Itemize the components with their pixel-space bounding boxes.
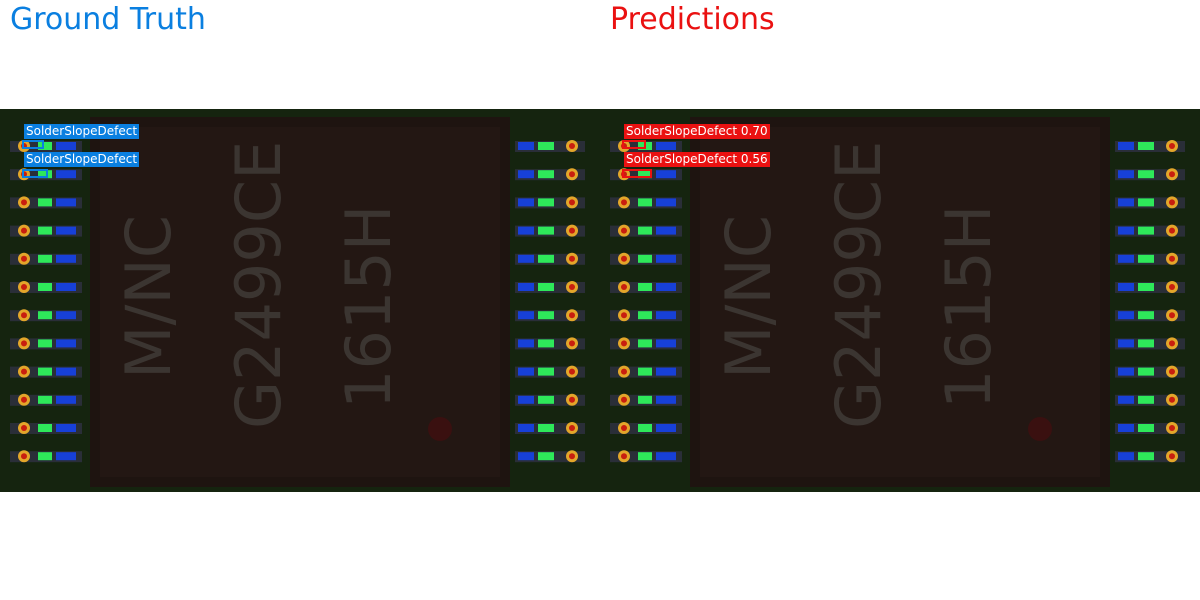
gt-tag-label: SolderSlopeDefect <box>26 152 138 166</box>
pred-box <box>622 169 652 178</box>
pred-tag-score: 0.56 <box>740 152 768 166</box>
chip-marking: M/NC <box>712 215 785 379</box>
gt-box <box>22 140 44 149</box>
ground-truth-panel: M/NC G2499CE 1615H SolderSlopeDefect Solde… <box>0 109 600 492</box>
predictions-title: Predictions <box>610 2 775 37</box>
gt-tag: SolderSlopeDefect <box>24 152 140 167</box>
gt-tag: SolderSlopeDefect <box>24 124 140 139</box>
chip-marking: 1615H <box>932 205 1005 409</box>
gt-box <box>22 169 48 178</box>
pred-tag-score: 0.70 <box>740 124 768 138</box>
pcb-image: M/NC G2499CE 1615H <box>600 109 1200 492</box>
chip-marking: M/NC <box>112 215 185 379</box>
pred-tag: SolderSlopeDefect 0.70 <box>624 124 770 139</box>
chip-marking: 1615H <box>332 205 405 409</box>
pred-tag-label: SolderSlopeDefect <box>626 124 738 138</box>
pred-tag-label: SolderSlopeDefect <box>626 152 738 166</box>
gt-tag-label: SolderSlopeDefect <box>26 124 138 138</box>
chip-marking: G2499CE <box>222 141 295 429</box>
pred-box <box>622 140 646 149</box>
pcb-image: M/NC G2499CE 1615H <box>0 109 600 492</box>
pred-tag: SolderSlopeDefect 0.56 <box>624 152 770 167</box>
predictions-panel: M/NC G2499CE 1615H SolderSlopeDefect 0.70 … <box>600 109 1200 492</box>
chip-marking: G2499CE <box>822 141 895 429</box>
ground-truth-title: Ground Truth <box>10 2 206 37</box>
